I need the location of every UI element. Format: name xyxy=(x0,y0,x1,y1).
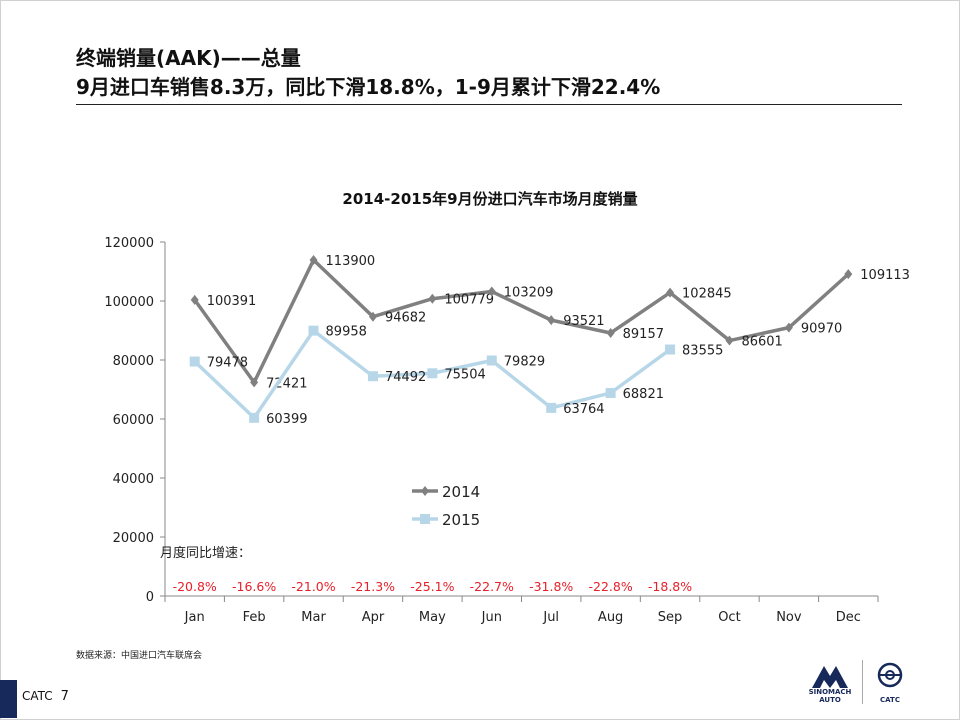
legend-label-2015: 2015 xyxy=(442,511,480,529)
slide-title: 终端销量(AAK)——总量 xyxy=(76,46,301,70)
data-label-2014: 90970 xyxy=(801,322,842,337)
legend-marker-2015 xyxy=(420,514,430,524)
y-tick-label: 100000 xyxy=(104,295,154,310)
data-label-2014: 94682 xyxy=(385,311,426,326)
x-tick-label: Oct xyxy=(718,610,740,625)
growth-rate-value: -21.3% xyxy=(351,579,395,594)
data-point-2014 xyxy=(547,315,556,326)
y-tick-label: 80000 xyxy=(113,354,154,369)
data-label-2014: 93521 xyxy=(563,314,604,329)
catc-wheel-icon xyxy=(877,662,903,688)
data-point-2014 xyxy=(784,322,793,333)
growth-rate-value: -20.8% xyxy=(173,579,217,594)
footer-label: CATC 7 xyxy=(22,689,69,704)
slide-subtitle: 9月进口车销售8.3万，同比下滑18.8%，1-9月累计下滑22.4% xyxy=(76,75,661,99)
x-tick-label: Apr xyxy=(362,610,385,625)
legend-label-2014: 2014 xyxy=(442,483,480,501)
data-label-2014: 100779 xyxy=(444,293,494,308)
x-tick-label: Jan xyxy=(184,610,205,625)
data-point-2014 xyxy=(844,269,853,280)
logo-divider xyxy=(862,660,863,704)
growth-rate-value: -16.6% xyxy=(232,579,276,594)
data-label-2014: 89157 xyxy=(623,327,664,342)
growth-rate-row: 月度同比增速： -20.8% -16.6% -21.0% -21.3% -25.1% -22… xyxy=(160,545,692,594)
growth-rate-value: -21.0% xyxy=(291,579,335,594)
x-tick-label: Nov xyxy=(776,610,802,625)
growth-rate-value: -31.8% xyxy=(529,579,573,594)
data-label-2014: 113900 xyxy=(326,254,376,269)
data-point-2014 xyxy=(666,287,675,298)
data-label-2015: 60399 xyxy=(266,412,307,427)
growth-rate-value: -25.1% xyxy=(410,579,454,594)
data-source-note: 数据来源：中国进口汽车联席会 xyxy=(76,651,203,661)
data-point-2014 xyxy=(190,294,199,305)
slide-heading: 终端销量(AAK)——总量 9月进口车销售8.3万，同比下滑18.8%，1-9月… xyxy=(76,44,902,102)
x-tick-label: Jul xyxy=(542,610,559,625)
x-tick-label: Mar xyxy=(301,610,326,625)
y-tick-label: 60000 xyxy=(113,413,154,428)
data-point-2015 xyxy=(546,402,557,413)
data-label-2015: 68821 xyxy=(623,387,664,402)
catc-logo: CATC xyxy=(866,660,914,704)
sinomach-mountain-icon xyxy=(812,666,848,688)
data-point-2014 xyxy=(606,327,615,338)
heading-divider xyxy=(76,104,902,105)
data-label-2014: 86601 xyxy=(741,335,782,350)
sinomach-logo: SINOMACH AUTO xyxy=(800,660,860,704)
data-point-2015 xyxy=(605,387,616,398)
y-tick-label: 0 xyxy=(146,590,154,605)
data-label-2015: 74492 xyxy=(385,370,426,385)
data-label-2014: 103209 xyxy=(504,286,554,301)
data-point-2015 xyxy=(367,371,378,382)
data-point-2014 xyxy=(309,254,318,265)
series-line-2014 xyxy=(193,258,850,385)
growth-rate-value: -22.8% xyxy=(589,579,633,594)
data-point-2014 xyxy=(250,377,259,388)
data-point-2015 xyxy=(249,412,260,423)
footer-accent-bar xyxy=(0,680,17,718)
data-point-2015 xyxy=(486,355,497,366)
catc-logo-text: CATC xyxy=(880,696,900,704)
data-label-2015: 75504 xyxy=(444,367,485,382)
x-tick-label: May xyxy=(419,610,446,625)
data-point-2014 xyxy=(487,286,496,297)
sinomach-logo-text: SINOMACH AUTO xyxy=(808,688,852,704)
data-label-2014: 102845 xyxy=(682,287,732,302)
x-tick-label: Feb xyxy=(243,610,266,625)
data-point-2014 xyxy=(368,311,377,322)
footer-org: CATC xyxy=(22,689,53,703)
data-point-2015 xyxy=(665,344,676,355)
data-label-2014: 100391 xyxy=(207,294,257,309)
chart-legend: 2014 2015 xyxy=(412,483,480,529)
data-label-2015: 79478 xyxy=(207,356,248,371)
data-label-2015: 89958 xyxy=(326,325,367,340)
x-tick-label: Aug xyxy=(598,610,623,625)
growth-rate-value: -22.7% xyxy=(470,579,514,594)
x-tick-label: Jun xyxy=(481,610,502,625)
data-point-2015 xyxy=(308,325,319,336)
x-tick-label: Dec xyxy=(836,610,861,625)
growth-label: 月度同比增速： xyxy=(160,545,251,561)
y-tick-label: 20000 xyxy=(113,531,154,546)
data-label-2015: 63764 xyxy=(563,402,604,417)
data-label-2014: 109113 xyxy=(860,268,910,283)
chart-title: 2014-2015年9月份进口汽车市场月度销量 xyxy=(342,190,637,208)
legend-marker-2014 xyxy=(421,486,429,496)
data-point-2015 xyxy=(189,356,200,367)
page-number: 7 xyxy=(60,689,69,704)
y-tick-label: 120000 xyxy=(104,236,154,251)
y-tick-label: 40000 xyxy=(113,472,154,487)
x-tick-label: Sep xyxy=(658,610,683,625)
data-point-2014 xyxy=(725,335,734,346)
chart-axes: 0 20000 40000 60000 80000 100000 120000 Jan Feb M… xyxy=(104,236,879,625)
growth-rate-value: -18.8% xyxy=(648,579,692,594)
data-label-2015: 83555 xyxy=(682,344,723,359)
data-label-2015: 79829 xyxy=(504,355,545,370)
data-point-2015 xyxy=(427,368,438,379)
data-point-2014 xyxy=(428,293,437,304)
